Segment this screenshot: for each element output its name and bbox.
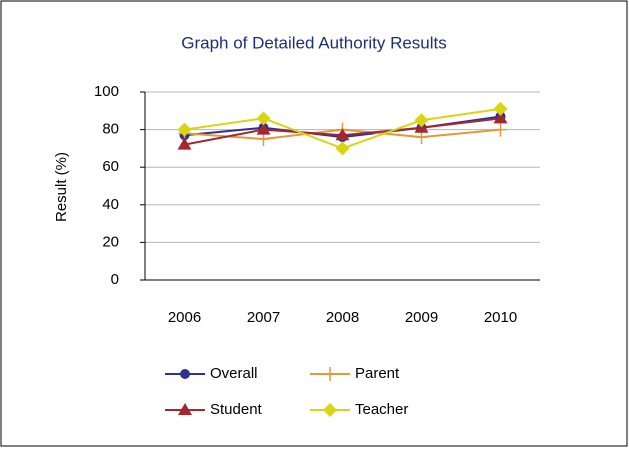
x-tick-label: 2009 [405,309,438,326]
marker [323,403,337,417]
x-tick-label: 2007 [247,309,280,326]
y-tick-label: 80 [102,121,119,138]
legend-label: Overall [210,365,258,382]
y-tick-label: 20 [102,233,119,250]
marker [493,111,508,124]
y-axis-label: Result (%) [53,152,70,222]
chart-title: Graph of Detailed Authority Results [181,33,447,52]
marker [177,122,192,137]
marker [494,122,507,137]
y-tick-label: 40 [102,196,119,213]
x-tick-label: 2006 [168,309,201,326]
legend-label: Parent [355,365,400,382]
marker [493,101,508,116]
marker [177,137,192,150]
marker [335,128,350,141]
y-tick-label: 60 [102,158,119,175]
marker [256,111,271,126]
marker [178,403,192,415]
marker [335,141,350,156]
marker [256,122,271,135]
marker [324,367,336,381]
y-tick-label: 100 [94,83,119,100]
x-tick-label: 2008 [326,309,359,326]
legend-label: Teacher [355,401,408,418]
y-tick-label: 0 [111,271,119,288]
marker [180,369,190,379]
x-tick-label: 2010 [484,309,517,326]
legend-label: Student [210,401,263,418]
marker [414,113,429,128]
